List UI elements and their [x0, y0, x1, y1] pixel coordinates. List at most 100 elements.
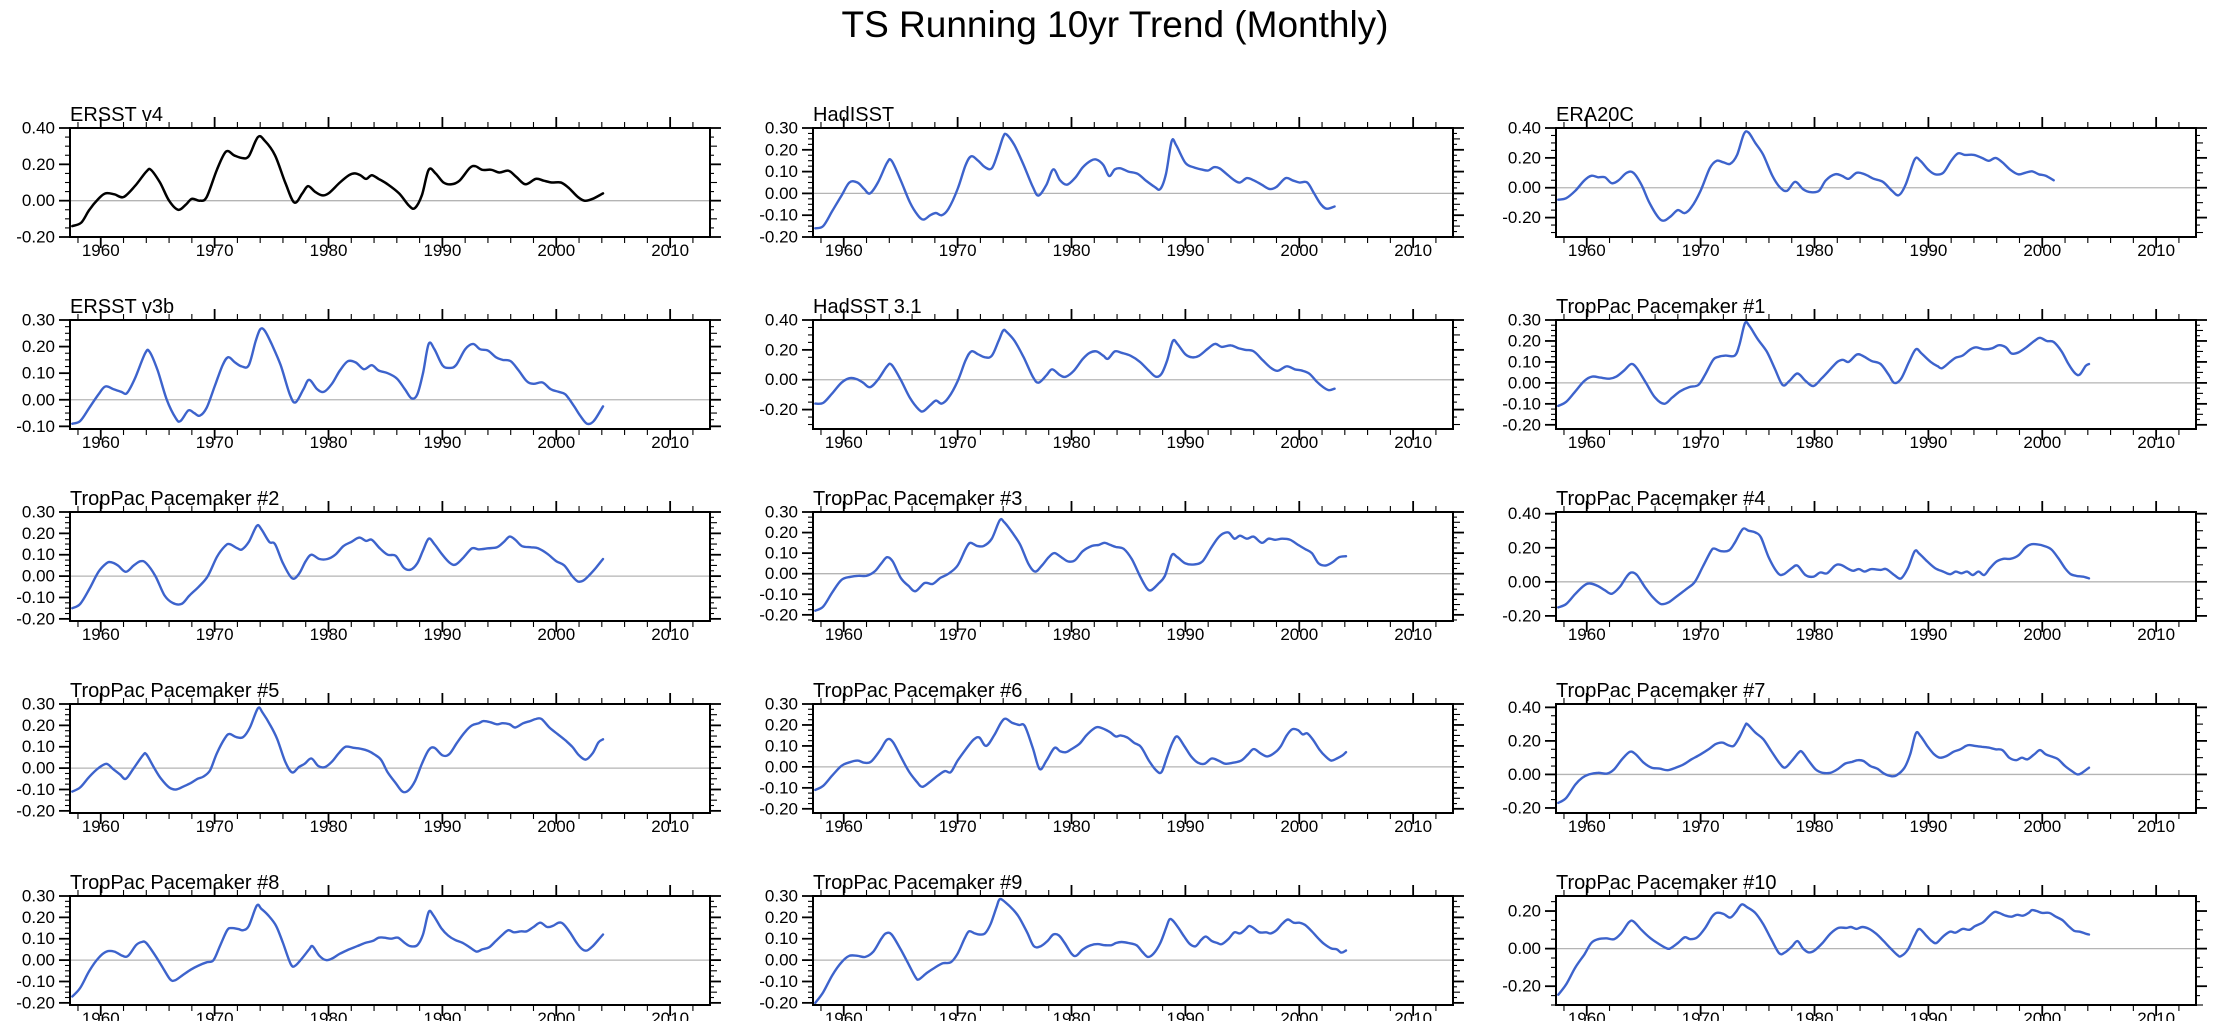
- x-axis-ticks: 1960 1970 1980 1990 2000 2010: [1563, 693, 2180, 836]
- panel-plot: HadSST 3.1 1960 1970 1980 1990 2000 2010 -0.20 0…: [759, 296, 1464, 452]
- trend-line: [1557, 130, 2055, 222]
- x-tick-label: 2010: [651, 625, 689, 644]
- trend-line: [1557, 903, 2091, 996]
- panel-2: HadISST 1960 1970 1980 1990 2000 2010 -0.20 -0.1…: [743, 60, 1487, 260]
- y-tick-label: 0.00: [765, 184, 798, 203]
- panel-title: ERA20C: [1556, 104, 1634, 126]
- panel-plot: TropPac Pacemaker #2 1960 1970 1980 1990 2000…: [16, 488, 721, 644]
- panel-12: TropPac Pacemaker #7 1960 1970 1980 1990 2000…: [1486, 636, 2230, 836]
- y-tick-label: 0.10: [765, 929, 798, 948]
- y-tick-label: -0.20: [1502, 415, 1541, 434]
- y-tick-label: -0.10: [759, 585, 798, 604]
- panel-plot: ERSST v3b 1960 1970 1980 1990 2000 2010 -0.10 0.…: [16, 296, 721, 452]
- x-tick-label: 1990: [1909, 241, 1947, 260]
- x-tick-label: 1980: [1796, 817, 1834, 836]
- y-tick-label: 0.30: [765, 503, 798, 522]
- y-tick-label: 0.00: [22, 390, 55, 409]
- x-tick-label: 2000: [537, 241, 575, 260]
- y-tick-label: 0.30: [22, 503, 55, 522]
- y-tick-label: 0.10: [22, 737, 55, 756]
- plot-frame: [69, 319, 711, 430]
- x-tick-label: 1980: [310, 625, 348, 644]
- x-tick-label: 1990: [423, 817, 461, 836]
- plot-frame: [69, 895, 711, 1006]
- plot-frame: [1555, 319, 2197, 430]
- y-tick-label: 0.20: [22, 716, 55, 735]
- panel-13: TropPac Pacemaker #8 1960 1970 1980 1990 2000…: [0, 828, 744, 1021]
- x-tick-label: 2010: [1394, 625, 1432, 644]
- y-axis-ticks: -0.20 0.00 0.20 0.40: [759, 311, 1464, 426]
- y-tick-label: 0.10: [22, 929, 55, 948]
- y-tick-label: -0.10: [16, 588, 55, 607]
- x-tick-label: 1960: [82, 817, 120, 836]
- x-tick-label: 1970: [939, 241, 977, 260]
- panel-plot: TropPac Pacemaker #7 1960 1970 1980 1990 2000…: [1502, 680, 2207, 836]
- panel-8: TropPac Pacemaker #3 1960 1970 1980 1990 2000…: [743, 444, 1487, 644]
- y-axis-ticks: -0.20 0.00 0.20 0.40: [1502, 119, 2207, 234]
- x-tick-label: 2010: [2137, 625, 2175, 644]
- trend-line: [814, 897, 1348, 1005]
- x-tick-label: 1960: [1568, 817, 1606, 836]
- plot-frame: [69, 703, 711, 814]
- trend-line: [814, 517, 1348, 612]
- y-tick-label: -0.10: [759, 206, 798, 225]
- y-tick-label: 0.00: [22, 759, 55, 778]
- x-tick-label: 1990: [1909, 433, 1947, 452]
- x-tick-label: 2010: [651, 1009, 689, 1021]
- y-tick-label: 0.20: [1508, 731, 1541, 750]
- y-axis-ticks: -0.20 -0.10 0.00 0.10 0.20 0.30: [16, 887, 721, 1012]
- x-tick-label: 2000: [1280, 625, 1318, 644]
- y-tick-label: -0.20: [16, 993, 55, 1012]
- panel-title: TropPac Pacemaker #9: [813, 872, 1022, 894]
- panel-title: TropPac Pacemaker #5: [70, 680, 279, 702]
- x-axis-ticks: 1960 1970 1980 1990 2000 2010: [77, 693, 694, 836]
- y-tick-label: -0.20: [1502, 208, 1541, 227]
- plot-frame: [812, 319, 1454, 430]
- x-tick-label: 1960: [825, 433, 863, 452]
- x-tick-label: 1980: [1053, 817, 1091, 836]
- plot-frame: [1555, 511, 2197, 622]
- x-tick-label: 2010: [1394, 241, 1432, 260]
- y-tick-label: 0.20: [765, 523, 798, 542]
- x-axis-ticks: 1960 1970 1980 1990 2000 2010: [77, 117, 694, 260]
- x-tick-label: 1970: [939, 817, 977, 836]
- x-tick-label: 2000: [1280, 433, 1318, 452]
- x-tick-label: 2000: [537, 625, 575, 644]
- y-axis-ticks: -0.10 0.00 0.10 0.20 0.30: [16, 311, 721, 436]
- x-tick-label: 1970: [1682, 1009, 1720, 1021]
- plot-frame: [69, 511, 711, 622]
- plot-frame: [1555, 127, 2197, 238]
- x-tick-label: 2000: [2023, 625, 2061, 644]
- y-tick-label: 0.20: [22, 524, 55, 543]
- x-tick-label: 1960: [825, 241, 863, 260]
- x-tick-label: 1960: [825, 625, 863, 644]
- x-tick-label: 1960: [825, 817, 863, 836]
- y-tick-label: -0.20: [759, 228, 798, 247]
- x-tick-label: 2000: [2023, 433, 2061, 452]
- x-tick-label: 1980: [310, 433, 348, 452]
- y-tick-label: 0.20: [22, 908, 55, 927]
- x-tick-label: 1980: [310, 241, 348, 260]
- trend-line: [1557, 722, 2091, 805]
- trend-line: [71, 903, 605, 998]
- panel-title: TropPac Pacemaker #8: [70, 872, 279, 894]
- y-tick-label: -0.20: [1502, 977, 1541, 996]
- y-axis-ticks: -0.20 -0.10 0.00 0.10 0.20 0.30: [16, 695, 721, 820]
- y-tick-label: -0.20: [16, 801, 55, 820]
- x-tick-label: 2010: [2137, 1009, 2175, 1021]
- x-tick-label: 1970: [196, 817, 234, 836]
- x-tick-label: 2010: [1394, 817, 1432, 836]
- x-tick-label: 2000: [1280, 241, 1318, 260]
- y-tick-label: -0.20: [759, 799, 798, 818]
- y-tick-label: -0.20: [16, 228, 55, 247]
- x-tick-label: 2000: [537, 1009, 575, 1021]
- panel-plot: TropPac Pacemaker #3 1960 1970 1980 1990 2000…: [759, 488, 1464, 644]
- x-tick-label: 2000: [1280, 1009, 1318, 1021]
- x-axis-ticks: 1960 1970 1980 1990 2000 2010: [820, 885, 1437, 1021]
- x-tick-label: 2010: [1394, 1009, 1432, 1021]
- x-tick-label: 1960: [82, 433, 120, 452]
- x-axis-ticks: 1960 1970 1980 1990 2000 2010: [77, 501, 694, 644]
- panel-title: ERSST v4: [70, 104, 163, 126]
- x-tick-label: 1970: [196, 625, 234, 644]
